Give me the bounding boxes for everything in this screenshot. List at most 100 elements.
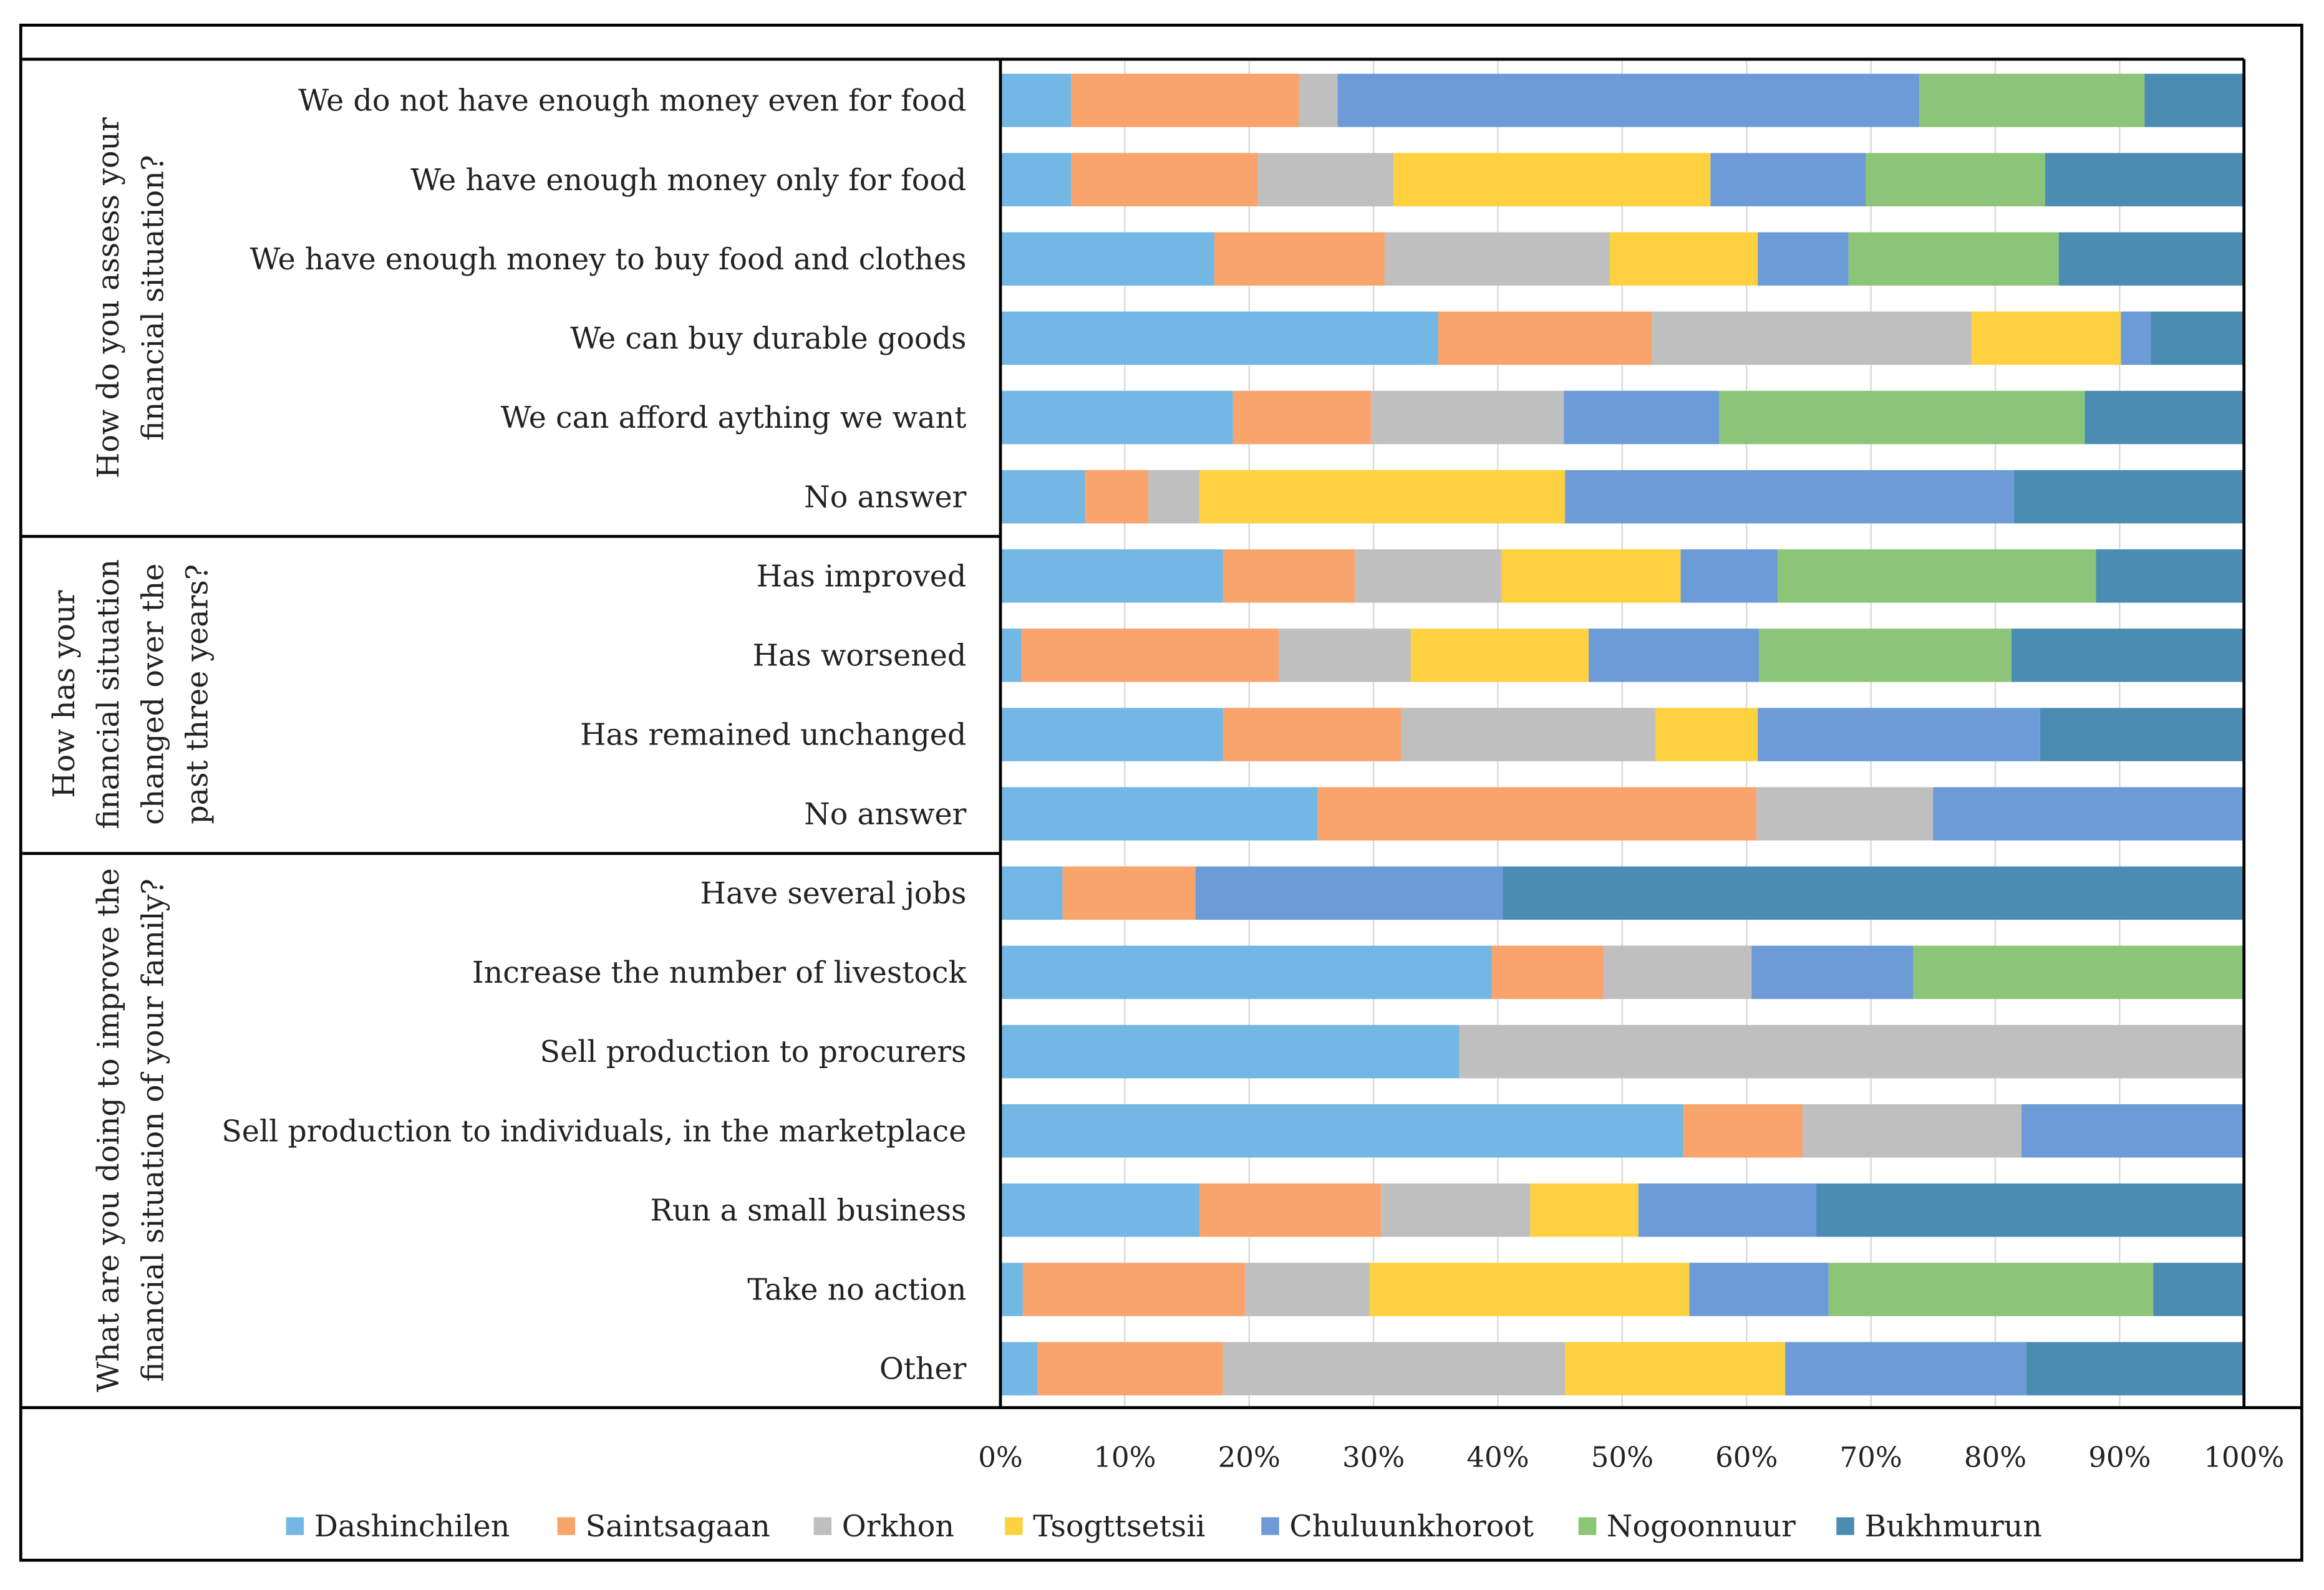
bar-segment-nogoonnuur <box>1866 153 2045 206</box>
bar-segment-tsogttsetsii <box>1565 1342 1786 1395</box>
bar-segment-chuluunkhoroot <box>1933 787 2244 841</box>
row-label: We do not have enough money even for foo… <box>298 84 966 118</box>
row-label: Take no action <box>747 1273 966 1308</box>
bar-segment-bukhmurun <box>2040 708 2244 761</box>
bar-segment-tsogttsetsii <box>1370 1263 1690 1316</box>
x-tick-label: 100% <box>2204 1441 2284 1474</box>
bar-segment-saintsagaan <box>1214 232 1385 286</box>
bar-segment-tsogttsetsii <box>1199 470 1566 524</box>
row-label: Other <box>879 1352 967 1387</box>
bar-segment-orkhon <box>1381 1183 1531 1237</box>
bar-segment-tsogttsetsii <box>1609 232 1758 286</box>
legend-label: Dashinchilen <box>314 1510 510 1544</box>
bar-segment-chuluunkhoroot <box>1758 708 2040 761</box>
row-label: Run a small business <box>650 1193 966 1228</box>
bar-segment-chuluunkhoroot <box>1689 1263 1829 1316</box>
group-label: How do you assess your <box>92 117 126 478</box>
bar-segment-saintsagaan <box>1021 629 1279 682</box>
bar-segment-saintsagaan <box>1037 1342 1223 1395</box>
bar-segment-dashinchilen <box>1000 945 1492 1000</box>
outer-frame <box>19 24 2303 1562</box>
legend-swatch <box>557 1517 576 1535</box>
legend-swatch <box>286 1517 304 1535</box>
bar-segment-tsogttsetsii <box>1530 1183 1639 1237</box>
x-tick-label: 20% <box>1218 1441 1281 1474</box>
bar-segment-saintsagaan <box>1232 390 1372 445</box>
bar-segment-bukhmurun <box>2045 153 2244 206</box>
bar-segment-saintsagaan <box>1223 708 1401 761</box>
bar-segment-chuluunkhoroot <box>2021 1104 2244 1158</box>
legend-label: Bukhmurun <box>1864 1510 2042 1544</box>
x-tick-label: 60% <box>1715 1441 1778 1474</box>
bar-segment-saintsagaan <box>1071 74 1299 127</box>
bar-segment-orkhon <box>1756 787 1934 841</box>
legend-label: Saintsagaan <box>586 1510 770 1544</box>
bar-segment-bukhmurun <box>1816 1183 2244 1237</box>
bar-segment-dashinchilen <box>1000 390 1233 445</box>
x-tick-label: 10% <box>1093 1441 1156 1474</box>
legend-item: Dashinchilen <box>286 1510 510 1544</box>
group-label: financial situation <box>92 559 126 829</box>
bar-segment-dashinchilen <box>1000 311 1438 365</box>
bar-segment-orkhon <box>1652 311 1972 365</box>
bar-segment-orkhon <box>1245 1263 1370 1316</box>
legend-swatch <box>1005 1517 1023 1535</box>
bar-segment-saintsagaan <box>1317 787 1757 841</box>
bar-segment-dashinchilen <box>1000 1183 1199 1237</box>
bar-segment-orkhon <box>1400 708 1656 761</box>
bar-segment-chuluunkhoroot <box>1680 549 1778 603</box>
row-label: Sell production to procurers <box>540 1035 967 1069</box>
x-tick-label: 40% <box>1466 1441 1529 1474</box>
bar-segment-nogoonnuur <box>1828 1263 2154 1316</box>
row-label: We can afford aything we want <box>501 401 967 435</box>
bar-segment-saintsagaan <box>1071 153 1258 206</box>
x-tick-label: 80% <box>1964 1441 2026 1474</box>
x-tick-label: 50% <box>1591 1441 1653 1474</box>
bar-segment-saintsagaan <box>1438 311 1652 365</box>
bar-segment-dashinchilen <box>1000 1024 1460 1079</box>
bar-segment-dashinchilen <box>1000 708 1223 761</box>
bar-segment-saintsagaan <box>1062 866 1196 920</box>
bar-segment-orkhon <box>1279 629 1411 682</box>
bar-segment-dashinchilen <box>1000 153 1072 206</box>
legend-swatch <box>1261 1517 1279 1535</box>
row-label: Has worsened <box>752 639 966 673</box>
legend-swatch <box>1836 1517 1854 1535</box>
bar-segment-tsogttsetsii <box>1972 311 2121 365</box>
row-label: We can buy durable goods <box>570 322 966 356</box>
bar-segment-dashinchilen <box>1000 232 1214 286</box>
row-label: Has improved <box>757 559 967 594</box>
bar-segment-dashinchilen <box>1000 1263 1023 1316</box>
row-label: We have enough money to buy food and clo… <box>250 243 967 277</box>
bar-segment-dashinchilen <box>1000 1342 1038 1395</box>
bar-segment-chuluunkhoroot <box>2121 311 2151 365</box>
bar-segment-saintsagaan <box>1223 549 1355 603</box>
bar-segment-chuluunkhoroot <box>1758 232 1849 286</box>
bar-segment-saintsagaan <box>1683 1104 1803 1158</box>
bar-segment-nogoonnuur <box>1719 390 2085 445</box>
bar-segment-tsogttsetsii <box>1410 629 1589 682</box>
legend-label: Orkhon <box>842 1510 954 1544</box>
bar-segment-bukhmurun <box>2153 1263 2244 1316</box>
bar-segment-chuluunkhoroot <box>1638 1183 1816 1237</box>
legend-item: Nogoonnuur <box>1578 1510 1796 1544</box>
bar-segment-bukhmurun <box>2144 74 2244 127</box>
bar-segment-bukhmurun <box>2096 549 2244 603</box>
bar-segment-orkhon <box>1371 390 1564 445</box>
bar-segment-orkhon <box>1299 74 1338 127</box>
bar-segment-orkhon <box>1148 470 1199 524</box>
bar-segment-saintsagaan <box>1085 470 1149 524</box>
group-label: How has your <box>47 590 82 798</box>
bar-segment-dashinchilen <box>1000 74 1072 127</box>
x-tick-label: 0% <box>978 1441 1023 1474</box>
group-label: changed over the <box>136 564 170 825</box>
bar-segment-saintsagaan <box>1022 1263 1246 1316</box>
bar-segment-nogoonnuur <box>1778 549 2096 603</box>
x-tick-label: 70% <box>1839 1441 1902 1474</box>
bar-segment-bukhmurun <box>1503 866 2244 920</box>
bar-segment-chuluunkhoroot <box>1710 153 1866 206</box>
group-label: financial situation of your family? <box>136 879 170 1382</box>
group-label: past three years? <box>181 564 215 824</box>
bar-segment-chuluunkhoroot <box>1785 1342 2026 1395</box>
